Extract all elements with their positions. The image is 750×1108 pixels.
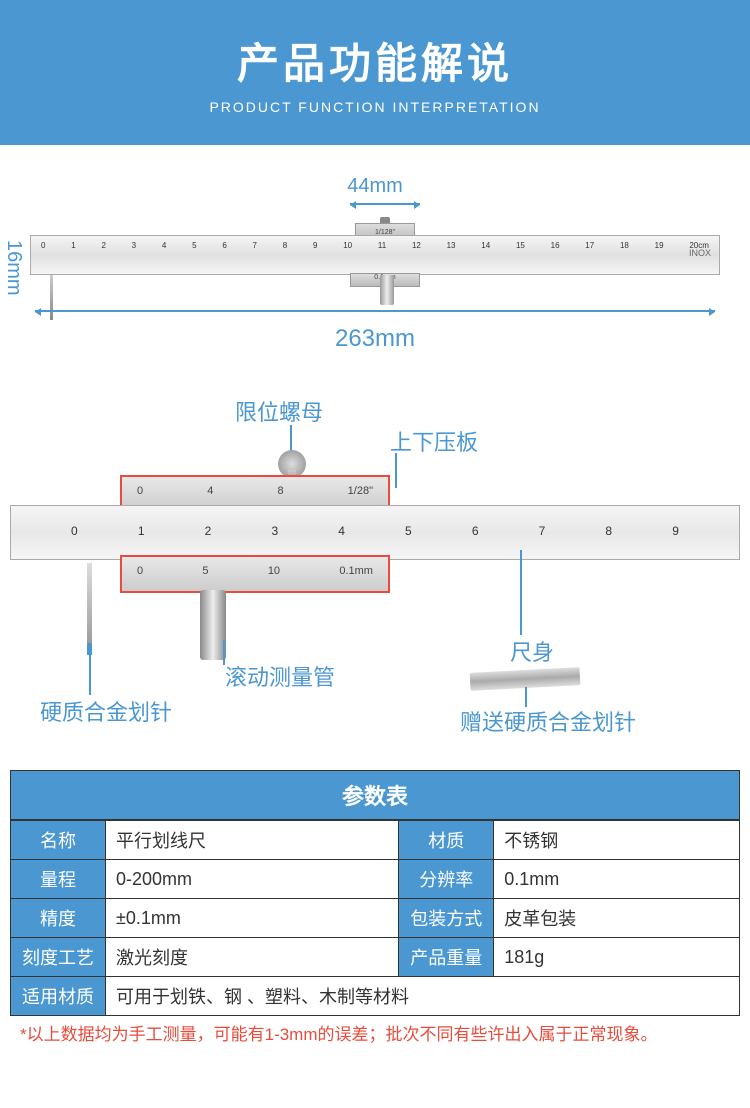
anno-lock-nut: 限位螺母 xyxy=(235,395,323,427)
spec-value: 激光刻度 xyxy=(106,938,399,977)
spec-title: 参数表 xyxy=(10,770,740,820)
spec-table: 名称 平行划线尺 材质 不锈钢 量程 0-200mm 分辨率 0.1mm 精度 … xyxy=(10,820,740,1016)
detail-diagram: 限位螺母 上下压板 0 4 8 1/28" 0123456789 0 5 10 … xyxy=(0,375,750,755)
spec-label: 刻度工艺 xyxy=(11,938,106,977)
spec-value: 181g xyxy=(494,938,740,977)
zoom-needle xyxy=(87,563,92,648)
zoom-ticks: 0123456789 xyxy=(11,506,739,538)
spec-label: 量程 xyxy=(11,860,106,899)
spec-label: 包装方式 xyxy=(399,899,494,938)
spec-value: 0.1mm xyxy=(494,860,740,899)
header-subtitle: PRODUCT FUNCTION INTERPRETATION xyxy=(0,99,750,115)
spec-row: 刻度工艺 激光刻度 产品重量 181g xyxy=(11,938,740,977)
spec-label: 精度 xyxy=(11,899,106,938)
spec-label: 产品重量 xyxy=(399,938,494,977)
dim-line-263 xyxy=(35,310,715,312)
ruler-ticks: 01234567891011121314151617181920cm xyxy=(31,236,719,250)
header-banner: 产品功能解说 PRODUCT FUNCTION INTERPRETATION xyxy=(0,0,750,145)
dim-ruler-height: 16mm xyxy=(2,240,25,296)
spec-label: 适用材质 xyxy=(11,977,106,1016)
needle-line xyxy=(89,655,91,695)
spec-value: 平行划线尺 xyxy=(106,821,399,860)
needle-small xyxy=(50,275,53,320)
tube-small xyxy=(380,275,394,305)
spec-label: 材质 xyxy=(399,821,494,860)
spare-line xyxy=(525,687,527,707)
spec-value: 0-200mm xyxy=(106,860,399,899)
dim-line-44 xyxy=(350,203,420,205)
anno-carbide-needle: 硬质合金划针 xyxy=(40,695,172,727)
ruler-body: 01234567891011121314151617181920cm INOX xyxy=(30,235,720,275)
anno-spare-needle: 赠送硬质合金划针 xyxy=(460,705,636,737)
spec-value: 可用于划铁、钢 、塑料、木制等材料 xyxy=(106,977,740,1016)
spec-footnote: *以上数据均为手工测量，可能有1-3mm的误差；批次不同有些许出入属于正常现象。 xyxy=(10,1016,740,1048)
anno-ruler-body: 尺身 xyxy=(510,635,554,667)
spec-value: 皮革包装 xyxy=(494,899,740,938)
anno-pressure-plate: 上下压板 xyxy=(390,425,478,457)
anno-rolling-tube: 滚动测量管 xyxy=(225,660,335,692)
inox-mark: INOX xyxy=(689,248,711,258)
spec-label: 名称 xyxy=(11,821,106,860)
body-line xyxy=(520,550,522,635)
dimension-diagram: 44mm 16mm 1/128" 01234567891011121314151… xyxy=(0,145,750,375)
spec-section: 参数表 名称 平行划线尺 材质 不锈钢 量程 0-200mm 分辨率 0.1mm… xyxy=(0,755,750,1063)
spec-value: 不锈钢 xyxy=(494,821,740,860)
spec-row: 量程 0-200mm 分辨率 0.1mm xyxy=(11,860,740,899)
zoom-ruler: 0123456789 xyxy=(10,505,740,560)
spec-row: 精度 ±0.1mm 包装方式 皮革包装 xyxy=(11,899,740,938)
dim-slider-width: 44mm xyxy=(347,175,403,198)
plate-line xyxy=(395,453,397,488)
spec-row: 适用材质 可用于划铁、钢 、塑料、木制等材料 xyxy=(11,977,740,1016)
zoom-slider-bottom: 0 5 10 0.1mm xyxy=(120,555,390,593)
header-title: 产品功能解说 xyxy=(0,30,750,91)
spec-value: ±0.1mm xyxy=(106,899,399,938)
zoom-needle-tip xyxy=(87,643,92,655)
dim-total-length: 263mm xyxy=(335,325,415,353)
spec-row: 名称 平行划线尺 材质 不锈钢 xyxy=(11,821,740,860)
spec-label: 分辨率 xyxy=(399,860,494,899)
